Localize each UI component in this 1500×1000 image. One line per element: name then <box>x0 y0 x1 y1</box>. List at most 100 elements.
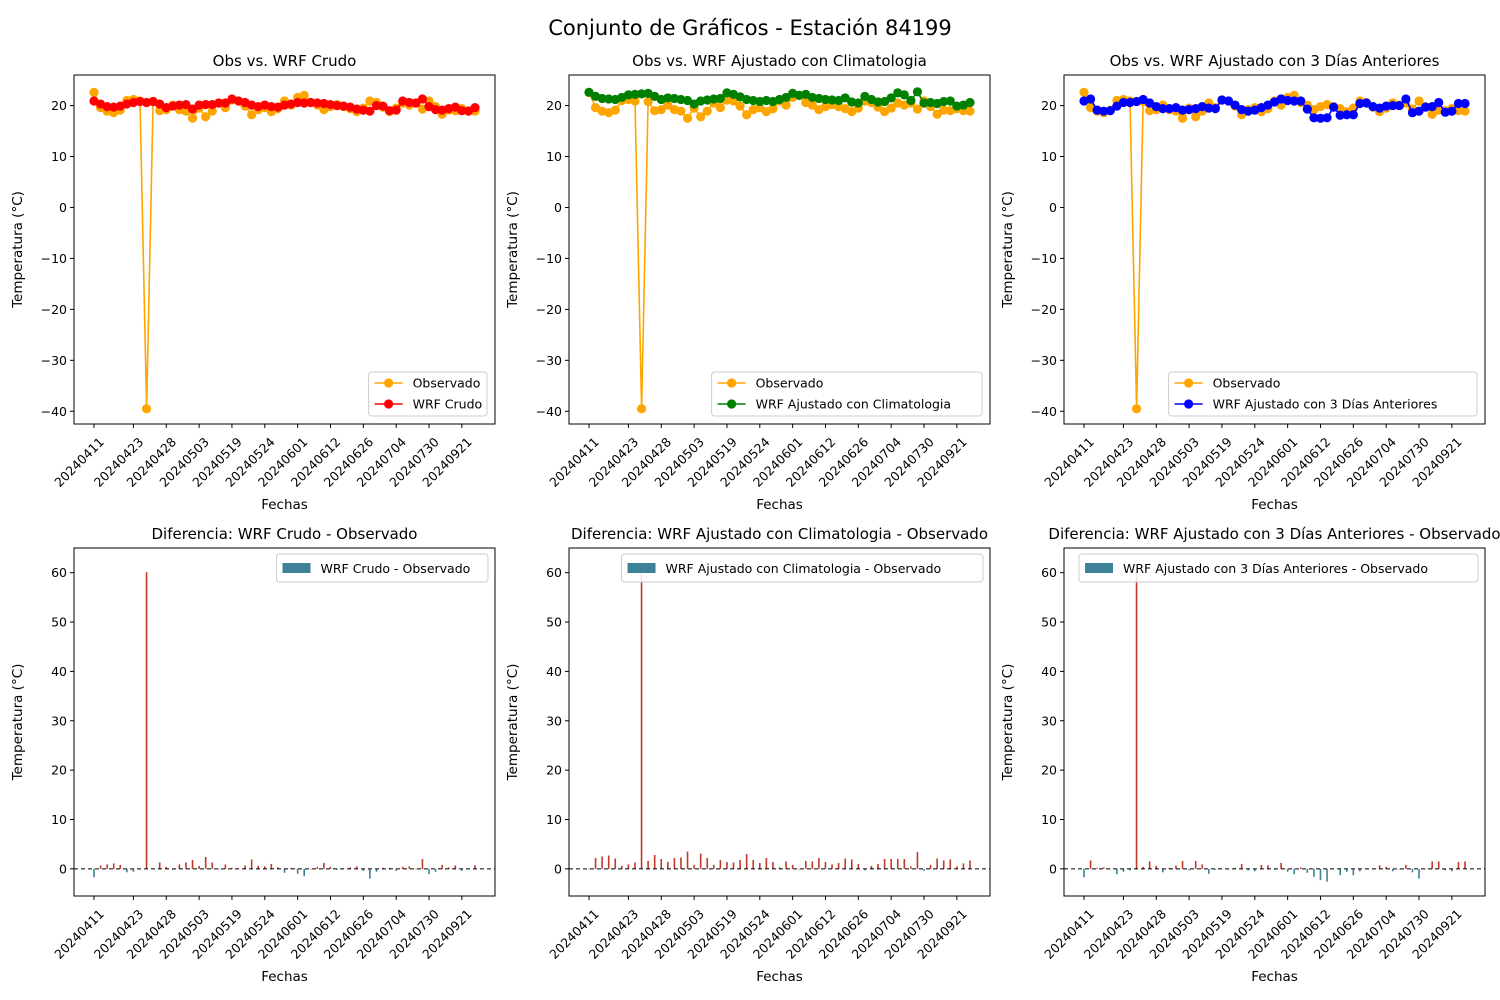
y-tick-label: 20 <box>1041 763 1057 778</box>
y-axis-label: Temperatura (°C) <box>10 191 26 309</box>
data-point <box>1105 106 1115 116</box>
data-point <box>1427 101 1437 112</box>
bar <box>870 865 873 869</box>
y-tick-label: −20 <box>1031 302 1057 317</box>
bar <box>1260 864 1263 869</box>
data-point <box>404 97 414 108</box>
bar <box>1306 868 1309 873</box>
x-axis-label: Fechas <box>1251 969 1298 985</box>
bar <box>329 866 332 869</box>
bar <box>969 860 971 869</box>
series-line-1 <box>93 91 476 409</box>
bar <box>454 865 457 869</box>
legend-box <box>621 553 984 583</box>
data-point <box>643 96 653 107</box>
data-point <box>1460 98 1470 109</box>
bar <box>1253 868 1256 872</box>
y-tick-label: 60 <box>51 565 67 580</box>
data-point <box>187 113 198 123</box>
bar <box>296 868 299 874</box>
plot-frame <box>73 547 496 897</box>
y-tick-label: −40 <box>536 404 562 419</box>
data-point <box>873 97 883 107</box>
data-point <box>1414 96 1424 106</box>
bar <box>1451 868 1453 872</box>
data-point <box>663 100 673 110</box>
bar <box>1424 868 1427 870</box>
y-tick-label: 0 <box>1049 200 1057 215</box>
legend: WRF Ajustado con Climatologia - Observad… <box>621 553 984 583</box>
y-axis-label: Temperatura (°C) <box>10 664 26 782</box>
data-point <box>1099 106 1109 116</box>
data-point <box>781 92 791 103</box>
data-point <box>201 112 211 122</box>
chart-title: Diferencia: WRF Ajustado con Climatologi… <box>571 525 988 543</box>
data-point <box>1191 112 1201 122</box>
bar <box>145 572 148 869</box>
y-tick-label: 40 <box>51 664 67 679</box>
bar <box>1391 868 1394 872</box>
y-tick-label: 30 <box>546 713 562 728</box>
chart-panel-1: Obs vs. WRF Crudo−40−30−20−1001020202404… <box>10 52 496 513</box>
legend-label: WRF Crudo <box>413 397 483 412</box>
legend: Observado WRF Ajustado con 3 Días Anterio… <box>1168 371 1478 417</box>
data-point <box>912 87 923 97</box>
bar <box>1129 868 1131 871</box>
plot-frame <box>1063 547 1486 897</box>
data-point <box>1322 113 1332 123</box>
data-point <box>1414 106 1424 116</box>
data-point <box>430 105 441 115</box>
data-point <box>1158 104 1168 114</box>
bar <box>844 858 846 869</box>
legend-label: Observado <box>413 376 481 391</box>
data-point <box>965 97 975 108</box>
bar <box>474 865 476 869</box>
data-point <box>1131 404 1142 414</box>
bar <box>1405 864 1407 869</box>
data-point <box>715 93 725 104</box>
data-point <box>1342 110 1352 120</box>
bar <box>949 859 952 869</box>
legend: WRF Crudo - Observado <box>276 553 489 583</box>
data-point <box>411 98 421 108</box>
bar <box>1385 866 1387 869</box>
y-tick-label: 10 <box>1041 812 1057 827</box>
data-point <box>899 90 909 100</box>
bar <box>837 862 840 869</box>
data-point <box>702 106 712 116</box>
y-tick-label: −20 <box>536 302 562 317</box>
y-tick-label: 20 <box>1041 98 1057 113</box>
bar <box>883 858 886 869</box>
plot-frame <box>568 547 991 897</box>
data-point <box>1223 96 1234 106</box>
bar <box>362 868 365 871</box>
bar <box>1201 864 1204 869</box>
y-tick-label: −40 <box>41 404 67 419</box>
bar <box>428 868 430 875</box>
data-point <box>807 100 817 110</box>
data-point <box>365 106 375 116</box>
y-tick-label: −30 <box>536 353 562 368</box>
data-point <box>1434 97 1444 108</box>
bar <box>224 864 227 869</box>
data-point <box>1329 102 1339 112</box>
y-tick-label: 40 <box>546 664 562 679</box>
y-tick-label: −10 <box>536 251 562 266</box>
bar <box>283 868 286 873</box>
bar <box>349 867 351 869</box>
y-tick-label: 0 <box>59 200 67 215</box>
bar <box>877 863 879 869</box>
y-axis-label: Temperatura (°C) <box>1000 664 1016 782</box>
data-point <box>715 103 725 113</box>
data-point <box>853 98 863 108</box>
legend-label: WRF Ajustado con 3 Días Anteriores - Obs… <box>1123 561 1428 576</box>
bar <box>1359 868 1361 872</box>
bar <box>461 868 463 871</box>
data-point <box>1381 101 1391 111</box>
data-point <box>840 93 850 103</box>
bar <box>798 868 801 870</box>
y-tick-label: −30 <box>41 353 67 368</box>
data-point <box>932 109 942 119</box>
data-point <box>1394 100 1404 111</box>
bar <box>713 864 715 869</box>
